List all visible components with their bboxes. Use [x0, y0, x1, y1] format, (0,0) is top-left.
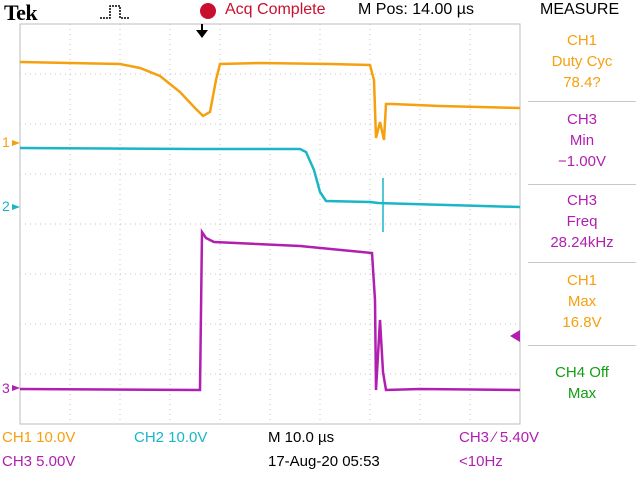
- measure-source: CH1: [566, 272, 597, 289]
- ch2-ground-label: 2: [2, 198, 10, 214]
- ch2-waveform: [19, 146, 521, 209]
- ch1-waveform: [19, 60, 521, 141]
- measure-item-ch3-min[interactable]: CH3 Min −1.00V: [524, 109, 640, 172]
- pulse-waveform-icon: [100, 5, 130, 19]
- measure-name: Min: [569, 132, 595, 149]
- measure-name: Max: [567, 293, 597, 310]
- ch2-ground-marker-icon: [12, 204, 20, 210]
- measure-item-ch1-max[interactable]: CH1 Max 16.8V: [524, 270, 640, 333]
- trigger-frequency: <10Hz: [459, 453, 503, 470]
- ch3-scale: CH3 5.00V: [2, 453, 76, 470]
- measure-name: Duty Cyc: [551, 53, 613, 70]
- measure-value: 16.8V: [562, 314, 602, 331]
- trigger-setting: CH3 ∕ 5.40V: [459, 429, 540, 446]
- measure-source: CH1: [566, 32, 597, 49]
- measure-divider: [528, 184, 636, 185]
- measure-value: −1.00V: [558, 153, 606, 170]
- measure-value: 78.4?: [563, 74, 601, 91]
- date-time: 17-Aug-20 05:53: [268, 453, 380, 470]
- acquisition-status: Acq Complete: [225, 1, 326, 18]
- measure-value: 28.24kHz: [550, 234, 614, 251]
- measure-source: CH4 Off: [555, 364, 609, 381]
- measure-divider: [528, 262, 636, 263]
- measure-divider: [528, 101, 636, 102]
- ch2-scale: CH2 10.0V: [134, 429, 208, 446]
- measure-divider: [528, 345, 636, 346]
- measure-name: Freq: [566, 213, 598, 230]
- measure-source: CH3: [566, 192, 597, 209]
- measure-name: Max: [567, 385, 597, 402]
- measure-item-ch1-duty[interactable]: CH1 Duty Cyc 78.4?: [524, 30, 640, 93]
- measure-title: MEASURE: [540, 1, 620, 18]
- measure-item-ch4-max[interactable]: CH4 Off Max: [524, 362, 640, 404]
- brand-logo: Tek: [4, 0, 38, 25]
- ch3-waveform: [19, 227, 521, 392]
- graticule-grid: [20, 24, 520, 424]
- measure-source: CH3: [566, 111, 597, 128]
- ch3-ground-marker-icon: [12, 385, 20, 391]
- trigger-position-arrow-icon: [196, 24, 208, 38]
- measure-item-ch3-freq[interactable]: CH3 Freq 28.24kHz: [524, 190, 640, 253]
- trigger-level-marker-icon: [510, 330, 520, 342]
- ch1-ground-marker-icon: [12, 140, 20, 146]
- ch1-scale: CH1 10.0V: [2, 429, 76, 446]
- acquisition-status-dot: [200, 3, 216, 19]
- timebase: M 10.0 µs: [268, 429, 335, 446]
- ch3-ground-label: 3: [2, 380, 10, 396]
- ch1-ground-label: 1: [2, 134, 10, 150]
- horizontal-position: M Pos: 14.00 µs: [358, 1, 474, 18]
